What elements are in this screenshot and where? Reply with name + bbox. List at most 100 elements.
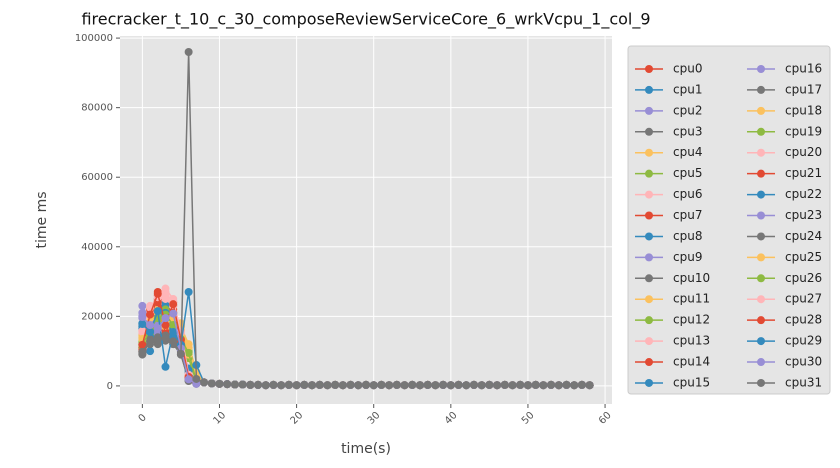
data-point [377, 380, 386, 389]
legend-marker [645, 211, 653, 220]
data-point [153, 324, 162, 333]
data-point [554, 381, 563, 390]
data-point [531, 380, 540, 389]
data-point [415, 381, 424, 390]
legend-marker [757, 295, 765, 304]
data-point [385, 381, 394, 390]
y-axis-label: time ms [34, 191, 50, 248]
data-point [439, 380, 448, 389]
legend-label: cpu24 [785, 229, 822, 243]
legend-marker [757, 190, 765, 199]
data-point [146, 321, 155, 330]
legend-label: cpu18 [785, 103, 822, 117]
legend-marker [757, 106, 765, 115]
legend-label: cpu14 [673, 355, 710, 369]
data-point [138, 301, 147, 310]
legend-marker [645, 358, 653, 367]
legend-marker [757, 232, 765, 241]
data-point [161, 291, 170, 300]
data-point [161, 333, 170, 342]
legend-marker [645, 148, 653, 157]
legend-marker [645, 169, 653, 178]
legend-marker [757, 85, 765, 94]
data-point [230, 380, 239, 389]
data-point [585, 381, 594, 390]
data-point [138, 313, 147, 322]
data-point [493, 381, 502, 390]
data-point [446, 381, 455, 390]
x-tick-label: 50 [520, 410, 537, 427]
data-point [184, 48, 193, 56]
data-point [138, 340, 147, 349]
legend-label: cpu22 [785, 187, 822, 201]
legend-marker [645, 253, 653, 262]
data-point [523, 381, 532, 390]
data-point [207, 379, 216, 388]
legend-marker [645, 378, 653, 387]
legend-marker [645, 337, 653, 346]
data-point [200, 378, 209, 387]
data-point [547, 380, 556, 389]
data-point [369, 381, 378, 390]
legend-label: cpu4 [673, 145, 702, 159]
legend-marker [757, 358, 765, 367]
data-point [423, 380, 432, 389]
data-point [238, 380, 247, 389]
data-point [346, 380, 355, 389]
data-point [169, 337, 178, 346]
data-point [184, 288, 193, 296]
data-point [400, 381, 409, 390]
legend-marker [757, 316, 765, 325]
data-point [161, 362, 170, 371]
data-point [485, 380, 494, 389]
data-point [176, 349, 185, 358]
legend-marker [645, 85, 653, 94]
legend-items: cpu0 cpu1 cpu2 cpu3 cpu4 cpu5 cpu6 cpu7 cpu8 cpu9… [635, 62, 822, 389]
data-point [392, 380, 401, 389]
data-point [138, 326, 147, 335]
legend-label: cpu11 [673, 292, 710, 306]
x-tick-label: 20 [289, 410, 306, 427]
data-point [169, 309, 178, 318]
data-point [477, 381, 486, 390]
data-point [146, 328, 155, 336]
legend-label: cpu27 [785, 292, 822, 306]
legend-label: cpu16 [785, 62, 822, 76]
data-point [331, 380, 340, 389]
y-tick-label: 60000 [81, 172, 113, 183]
data-point [570, 381, 579, 390]
data-point [539, 381, 548, 390]
legend-label: cpu31 [785, 375, 822, 389]
legend-marker [757, 127, 765, 136]
legend-label: cpu19 [785, 124, 822, 138]
data-point [292, 381, 301, 390]
data-point [277, 381, 286, 390]
legend-marker [645, 106, 653, 115]
legend-label: cpu12 [673, 313, 710, 327]
data-point [323, 381, 332, 390]
data-point [338, 381, 347, 390]
legend-label: cpu2 [673, 103, 702, 117]
data-point [500, 380, 509, 389]
y-tick-label: 0 [107, 381, 113, 392]
data-point [469, 380, 478, 389]
data-point [577, 380, 586, 389]
data-point [315, 380, 324, 389]
legend-label: cpu9 [673, 250, 702, 264]
y-tick-label: 20000 [81, 311, 113, 322]
data-point [354, 381, 363, 390]
x-tick-label: 60 [597, 410, 614, 427]
legend-label: cpu5 [673, 166, 702, 180]
legend-label: cpu17 [785, 82, 822, 96]
legend-label: cpu1 [673, 82, 702, 96]
x-tick-label: 10 [211, 410, 228, 427]
data-point [192, 374, 201, 383]
data-point [161, 321, 170, 330]
data-point [169, 300, 178, 309]
data-point [169, 328, 178, 336]
legend-label: cpu7 [673, 208, 702, 222]
legend-marker [757, 337, 765, 346]
legend-marker [757, 253, 765, 262]
legend-label: cpu21 [785, 166, 822, 180]
